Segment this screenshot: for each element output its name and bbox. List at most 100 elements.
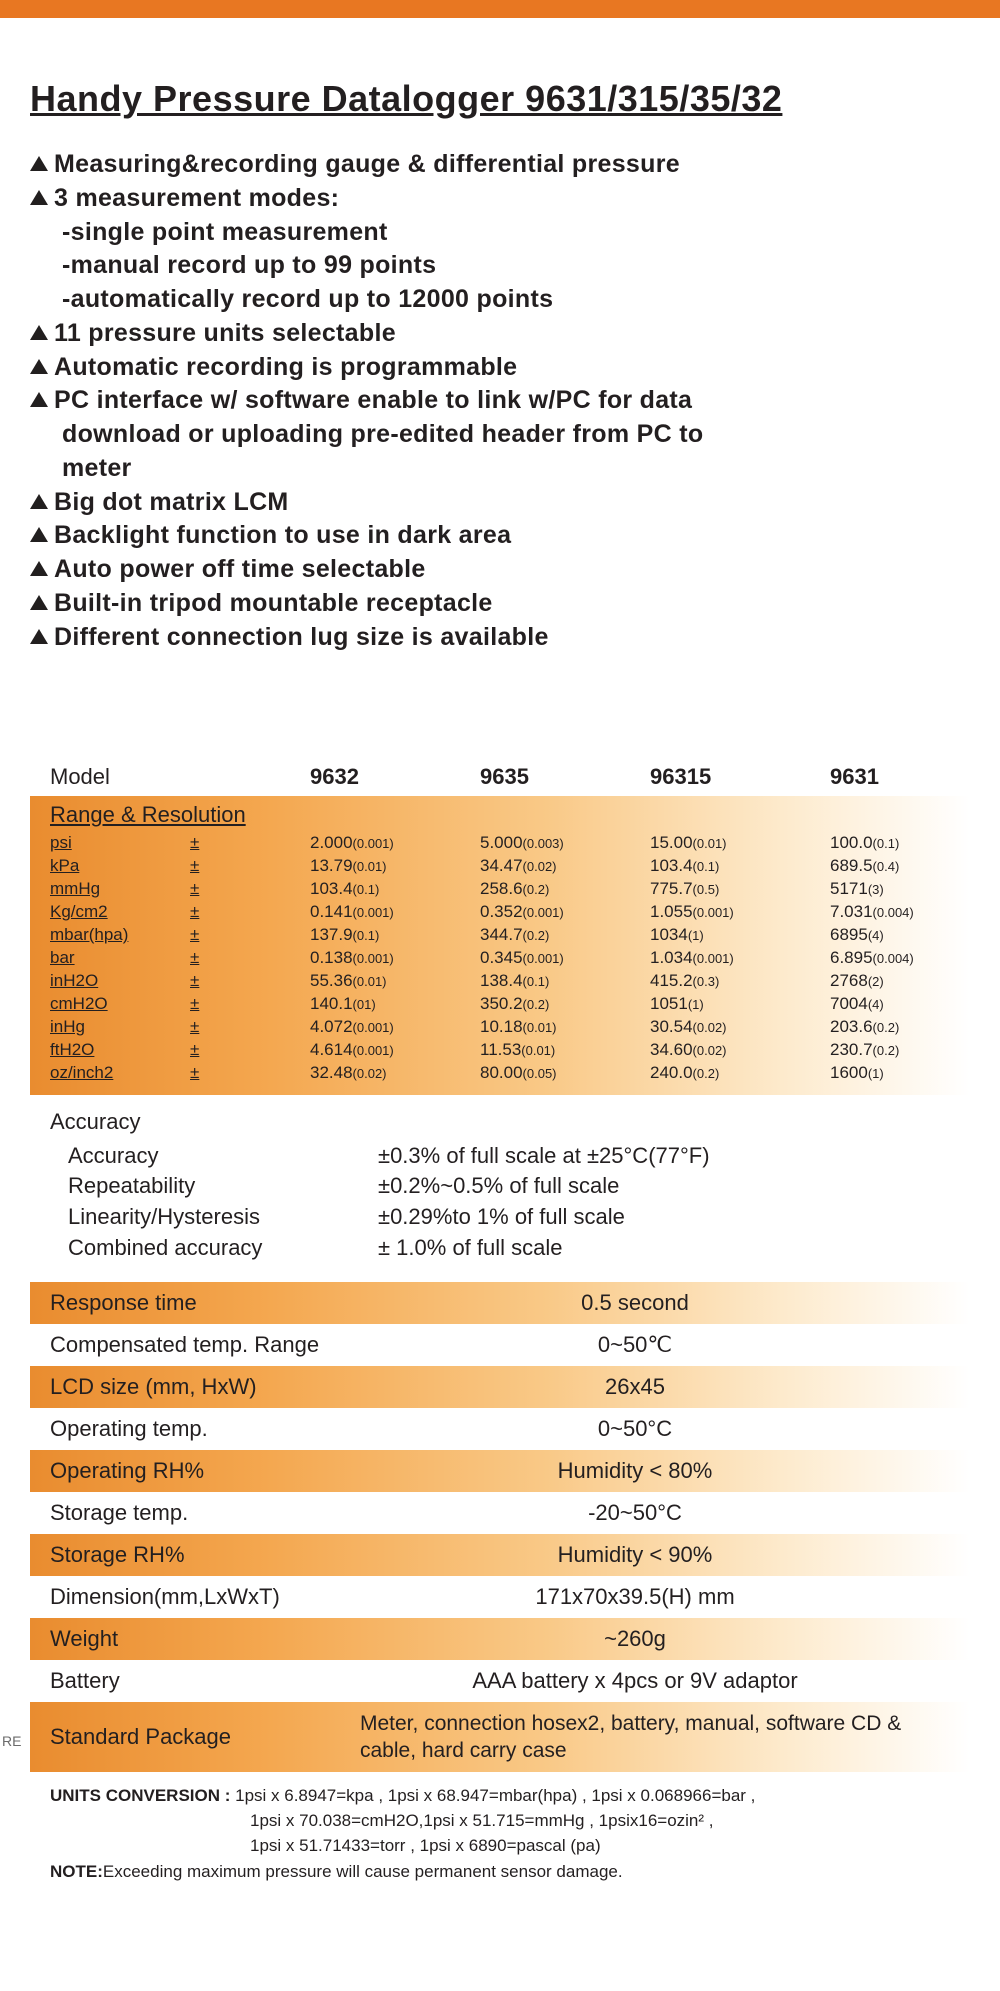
accuracy-title: Accuracy — [50, 1109, 970, 1135]
accuracy-row: Combined accuracy± 1.0% of full scale — [50, 1233, 970, 1264]
range-pm: ± — [190, 1016, 310, 1039]
spec-key: LCD size (mm, HxW) — [50, 1376, 360, 1398]
range-unit: inH2O — [50, 970, 190, 993]
feature-bullet: 11 pressure units selectable — [30, 317, 970, 351]
footnotes: UNITS CONVERSION : 1psi x 6.8947=kpa , 1… — [30, 1772, 970, 1885]
feature-bullet: Different connection lug size is availab… — [30, 621, 970, 655]
range-value: 1034(1) — [650, 924, 830, 947]
feature-subline: -single point measurement — [30, 216, 970, 250]
range-pm: ± — [190, 1062, 310, 1085]
range-row: bar±0.138(0.001)0.345(0.001)1.034(0.001)… — [50, 947, 970, 970]
accuracy-row: Accuracy±0.3% of full scale at ±25°C(77°… — [50, 1141, 970, 1172]
range-row: mbar(hpa)±137.9(0.1)344.7(0.2)1034(1)689… — [50, 924, 970, 947]
feature-bullet: 3 measurement modes: — [30, 182, 970, 216]
units-conversion: UNITS CONVERSION : 1psi x 6.8947=kpa , 1… — [50, 1784, 950, 1858]
range-value: 34.60(0.02) — [650, 1039, 830, 1062]
spec-row: Response time0.5 second — [30, 1282, 970, 1324]
range-value: 5171(3) — [830, 878, 980, 901]
range-value: 0.352(0.001) — [480, 901, 650, 924]
range-value: 140.1(01) — [310, 993, 480, 1016]
range-row: inH2O±55.36(0.01)138.4(0.1)415.2(0.3)276… — [50, 970, 970, 993]
spec-key: Operating temp. — [50, 1418, 360, 1440]
range-value: 203.6(0.2) — [830, 1016, 980, 1039]
model-label: Model — [50, 764, 310, 790]
feature-subline: meter — [30, 452, 970, 486]
model-header-row: Model 9632 9635 96315 9631 — [30, 764, 970, 796]
top-accent-bar — [0, 0, 1000, 18]
spec-row: Operating RH%Humidity < 80% — [30, 1450, 970, 1492]
range-value: 4.614(0.001) — [310, 1039, 480, 1062]
range-value: 0.345(0.001) — [480, 947, 650, 970]
range-unit: mbar(hpa) — [50, 924, 190, 947]
range-value: 0.141(0.001) — [310, 901, 480, 924]
range-value: 32.48(0.02) — [310, 1062, 480, 1085]
range-value: 4.072(0.001) — [310, 1016, 480, 1039]
range-value: 7.031(0.004) — [830, 901, 980, 924]
spec-section: Model 9632 9635 96315 9631 Range & Resol… — [30, 764, 970, 1885]
standard-package-row: RE Standard Package Meter, connection ho… — [30, 1702, 970, 1773]
range-value: 34.47(0.02) — [480, 855, 650, 878]
range-value: 137.9(0.1) — [310, 924, 480, 947]
spec-value: AAA battery x 4pcs or 9V adaptor — [360, 1670, 970, 1692]
spec-value: ~260g — [360, 1628, 970, 1650]
range-title: Range & Resolution — [50, 802, 970, 828]
range-unit: oz/inch2 — [50, 1062, 190, 1085]
feature-bullet: Auto power off time selectable — [30, 553, 970, 587]
range-pm: ± — [190, 970, 310, 993]
spec-value: 0~50°C — [360, 1418, 970, 1440]
feature-bullet: Built-in tripod mountable receptacle — [30, 587, 970, 621]
spec-row: Compensated temp. Range0~50℃ — [30, 1324, 970, 1366]
range-value: 100.0(0.1) — [830, 832, 980, 855]
range-value: 5.000(0.003) — [480, 832, 650, 855]
range-value: 344.7(0.2) — [480, 924, 650, 947]
range-value: 1600(1) — [830, 1062, 980, 1085]
range-row: oz/inch2±32.48(0.02)80.00(0.05)240.0(0.2… — [50, 1062, 970, 1085]
range-value: 1051(1) — [650, 993, 830, 1016]
range-unit: bar — [50, 947, 190, 970]
range-unit: Kg/cm2 — [50, 901, 190, 924]
range-pm: ± — [190, 993, 310, 1016]
accuracy-block: Accuracy Accuracy±0.3% of full scale at … — [30, 1095, 970, 1282]
range-pm: ± — [190, 924, 310, 947]
range-value: 2.000(0.001) — [310, 832, 480, 855]
range-value: 258.6(0.2) — [480, 878, 650, 901]
feature-bullet: Big dot matrix LCM — [30, 486, 970, 520]
range-unit: cmH2O — [50, 993, 190, 1016]
spec-value: -20~50°C — [360, 1502, 970, 1524]
range-value: 30.54(0.02) — [650, 1016, 830, 1039]
range-row: inHg±4.072(0.001)10.18(0.01)30.54(0.02)2… — [50, 1016, 970, 1039]
range-row: psi±2.000(0.001)5.000(0.003)15.00(0.01)1… — [50, 832, 970, 855]
range-row: Kg/cm2±0.141(0.001)0.352(0.001)1.055(0.0… — [50, 901, 970, 924]
spec-row: BatteryAAA battery x 4pcs or 9V adaptor — [30, 1660, 970, 1702]
range-row: ftH2O±4.614(0.001)11.53(0.01)34.60(0.02)… — [50, 1039, 970, 1062]
range-value: 415.2(0.3) — [650, 970, 830, 993]
range-unit: ftH2O — [50, 1039, 190, 1062]
feature-bullet: Measuring&recording gauge & differential… — [30, 148, 970, 182]
spec-key: Response time — [50, 1292, 360, 1314]
range-value: 15.00(0.01) — [650, 832, 830, 855]
accuracy-value: ±0.2%~0.5% of full scale — [378, 1171, 970, 1202]
accuracy-key: Repeatability — [68, 1171, 378, 1202]
spec-value: 0.5 second — [360, 1292, 970, 1314]
spec-value: Meter, connection hosex2, battery, manua… — [360, 1710, 970, 1765]
feature-bullet: PC interface w/ software enable to link … — [30, 384, 970, 418]
range-value: 138.4(0.1) — [480, 970, 650, 993]
range-pm: ± — [190, 901, 310, 924]
spec-value: Humidity < 90% — [360, 1544, 970, 1566]
range-value: 240.0(0.2) — [650, 1062, 830, 1085]
spec-row: Storage temp.-20~50°C — [30, 1492, 970, 1534]
spec-row: Storage RH%Humidity < 90% — [30, 1534, 970, 1576]
spec-row: Operating temp.0~50°C — [30, 1408, 970, 1450]
spec-row: Dimension(mm,LxWxT)171x70x39.5(H) mm — [30, 1576, 970, 1618]
feature-subline: -manual record up to 99 points — [30, 249, 970, 283]
accuracy-row: Repeatability±0.2%~0.5% of full scale — [50, 1171, 970, 1202]
range-value: 230.7(0.2) — [830, 1039, 980, 1062]
spec-value: Humidity < 80% — [360, 1460, 970, 1482]
range-unit: inHg — [50, 1016, 190, 1039]
spec-key: Storage RH% — [50, 1544, 360, 1566]
feature-subline: -automatically record up to 12000 points — [30, 283, 970, 317]
spec-key: Weight — [50, 1628, 360, 1650]
spec-value: 26x45 — [360, 1376, 970, 1398]
spec-value: 0~50℃ — [360, 1334, 970, 1356]
accuracy-value: ±0.29%to 1% of full scale — [378, 1202, 970, 1233]
